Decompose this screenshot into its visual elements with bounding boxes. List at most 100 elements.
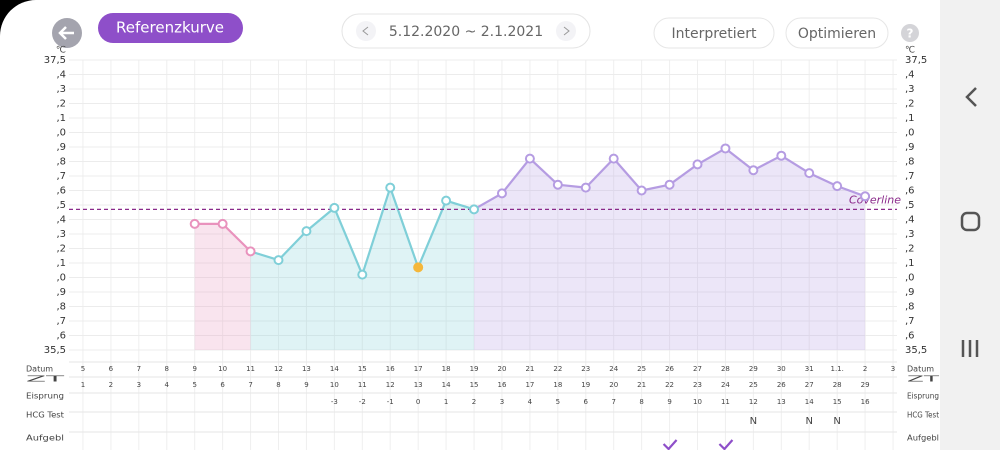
row-label: ZT — [26, 375, 64, 384]
point — [385, 182, 396, 193]
row-value: 2 — [109, 381, 113, 389]
prev-button[interactable] — [356, 21, 376, 41]
row-value: 14 — [805, 398, 814, 406]
point — [720, 143, 731, 154]
row-value: N — [833, 416, 840, 427]
nav-recent[interactable] — [961, 340, 979, 357]
y-tick-label: ,4 — [56, 70, 66, 81]
line-segment — [584, 157, 615, 189]
y-tick-label-right: ,7 — [905, 171, 915, 182]
date-range-box — [341, 13, 591, 49]
line-segment — [668, 163, 699, 186]
y-unit-right: ℃ — [905, 46, 915, 56]
x-tick-label: 20 — [498, 365, 507, 373]
next-button[interactable] — [556, 21, 576, 41]
y-tick-label-right: ,4 — [905, 70, 915, 81]
check-mark — [662, 439, 678, 450]
area — [446, 200, 475, 350]
area — [809, 173, 838, 350]
row-value: 24 — [721, 381, 730, 389]
row-value: 7 — [248, 381, 252, 389]
line-segment — [221, 223, 252, 253]
row-value: 4 — [165, 381, 170, 389]
y-tick-label: ,1 — [56, 258, 66, 269]
reference-label: Referenzkurve — [116, 19, 224, 37]
row-value: 7 — [611, 398, 615, 406]
area — [501, 158, 530, 350]
help-button[interactable] — [901, 24, 919, 42]
y-tick-label: ,9 — [56, 287, 66, 298]
interpret-label: Interpretiert — [671, 26, 757, 42]
row-value: 15 — [470, 381, 479, 389]
y-tick-label: ,5 — [56, 200, 66, 211]
row-value: 9 — [304, 381, 308, 389]
y-tick-label: ,3 — [56, 84, 66, 95]
area — [194, 223, 223, 350]
point — [301, 226, 312, 237]
y-tick-label-right: ,6 — [905, 186, 915, 197]
row-label-right: Aufgebl — [907, 434, 939, 443]
y-tick-label-right: ,9 — [905, 142, 915, 153]
x-tick-label: 13 — [302, 365, 311, 373]
y-tick-label-right: ,3 — [905, 229, 915, 240]
y-tick-label: ,8 — [56, 157, 66, 168]
area — [613, 158, 642, 350]
y-tick-label-right: ,9 — [905, 287, 915, 298]
area — [669, 164, 698, 350]
area — [837, 186, 866, 350]
row-value: 28 — [833, 381, 842, 389]
y-tick-label-right: ,1 — [905, 258, 915, 269]
optimize-button[interactable] — [785, 17, 889, 49]
point — [273, 255, 284, 266]
x-tick-label: 1.1. — [830, 365, 843, 373]
row-value: 29 — [861, 381, 870, 389]
point — [748, 165, 759, 176]
point — [664, 179, 675, 190]
point — [832, 181, 843, 192]
row-value: 23 — [693, 381, 702, 389]
row-value: -2 — [359, 398, 366, 406]
row-value: 27 — [805, 381, 814, 389]
x-tick-label: 17 — [414, 365, 423, 373]
x-tick-label: 10 — [218, 365, 227, 373]
nav-bar — [940, 0, 1000, 450]
x-tick-label: 28 — [721, 365, 730, 373]
area — [697, 148, 726, 350]
y-tick-label: ,0 — [56, 273, 66, 284]
row-value: 14 — [442, 381, 451, 389]
x-tick-label: 14 — [330, 365, 339, 373]
area — [585, 158, 614, 350]
area — [725, 148, 754, 350]
row-value: 19 — [581, 381, 590, 389]
row-value: N — [805, 416, 812, 427]
nav-back[interactable] — [965, 87, 977, 107]
y-tick-label-right: ,6 — [905, 331, 915, 342]
point — [692, 159, 703, 170]
row-label-right: ZT — [907, 375, 939, 384]
line-segment — [333, 207, 364, 276]
y-unit: ℃ — [56, 46, 66, 56]
reference-button[interactable] — [98, 13, 243, 43]
y-tick-label: ,7 — [56, 171, 66, 182]
area — [781, 155, 810, 350]
interpret-button[interactable] — [653, 17, 775, 49]
line-segment — [780, 154, 810, 175]
point — [580, 182, 591, 193]
nav-home[interactable] — [960, 211, 981, 232]
x-tick-label: 2 — [863, 365, 867, 373]
row-value: 22 — [665, 381, 674, 389]
y-tick-label-right: ,8 — [905, 302, 915, 313]
row-label: Datum — [26, 365, 53, 374]
area — [753, 155, 782, 350]
x-tick-label: 23 — [581, 365, 590, 373]
line-segment — [389, 187, 420, 268]
point — [245, 246, 256, 257]
y-tick-label-right: ,8 — [905, 157, 915, 168]
y-tick-label: ,2 — [56, 99, 66, 110]
x-tick-label: 21 — [525, 365, 534, 373]
area — [222, 223, 251, 350]
area — [557, 184, 586, 350]
row-value: 8 — [276, 381, 280, 389]
row-value: 1 — [444, 398, 448, 406]
